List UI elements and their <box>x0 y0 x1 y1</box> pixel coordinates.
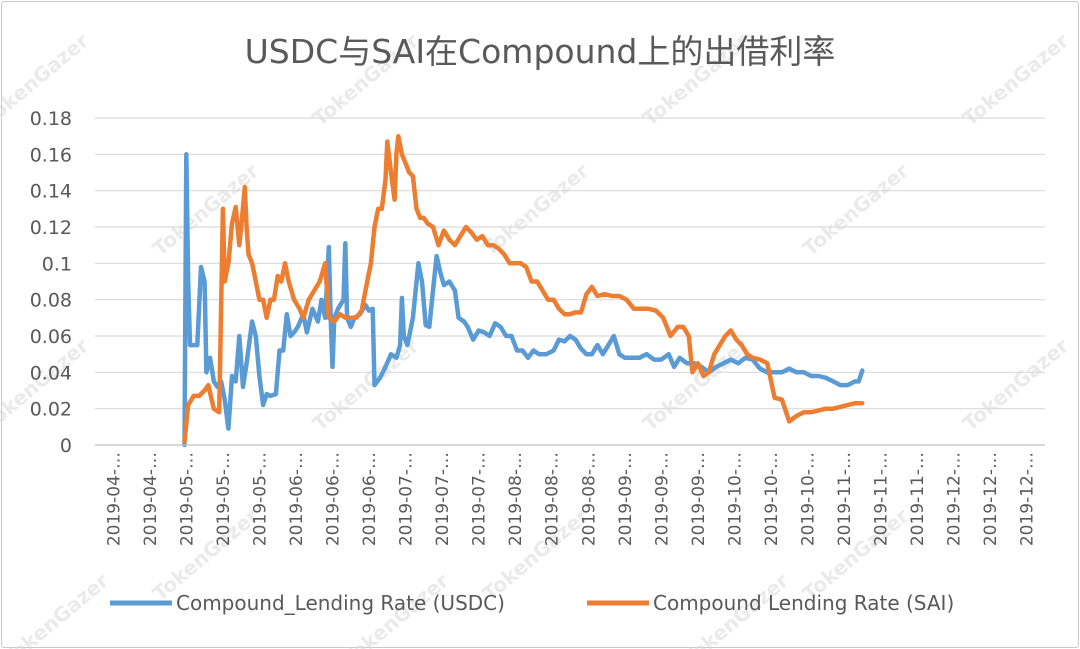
y-tick-label: 0.08 <box>30 290 72 312</box>
series-line-usdc <box>182 152 865 448</box>
watermark-text: TokenGazer <box>958 28 1073 130</box>
x-tick-label: 2019-06-… <box>360 452 380 546</box>
x-tick-label: 2019-05-… <box>177 452 197 546</box>
y-tick-label: 0.14 <box>30 181 72 203</box>
gridlines <box>95 117 1045 410</box>
x-tick-label: 2019-12-… <box>981 452 1001 546</box>
x-axis-ticks: 2019-04-… 2019-04-… 2019-05-… 2019-05-… 2019… <box>104 452 1037 546</box>
legend-label: Compound Lending Rate (SAI) <box>653 591 954 615</box>
x-tick-label: 2019-11-… <box>835 452 855 546</box>
y-tick-label: 0.02 <box>30 399 72 421</box>
x-tick-label: 2019-10-… <box>725 452 745 546</box>
y-tick-label: 0.16 <box>30 144 72 166</box>
legend: Compound_Lending Rate (USDC) Compound Len… <box>110 591 954 615</box>
series-layer <box>182 133 865 448</box>
y-tick-label: 0.18 <box>30 108 72 130</box>
series-line-sai <box>182 133 865 444</box>
x-tick-label: 2019-05-… <box>214 452 234 546</box>
x-tick-label: 2019-11-… <box>908 452 928 546</box>
x-tick-label: 2019-07-… <box>470 452 490 546</box>
x-tick-label: 2019-06-… <box>324 452 344 546</box>
watermark-text: TokenGazer <box>638 333 753 435</box>
watermark-text: TokenGazer <box>798 158 913 260</box>
y-tick-label: 0.1 <box>42 253 72 275</box>
x-tick-label: 2019-05-… <box>250 452 270 546</box>
y-tick-label: 0.06 <box>30 326 72 348</box>
x-tick-label: 2019-09-… <box>616 452 636 546</box>
watermark-text: TokenGazer <box>308 333 423 435</box>
x-tick-label: 2019-06-… <box>287 452 307 546</box>
y-tick-label: 0.04 <box>30 362 72 384</box>
x-tick-label: 2019-08-… <box>579 452 599 546</box>
x-tick-label: 2019-04-… <box>104 452 124 546</box>
x-tick-label: 2019-10-… <box>762 452 782 546</box>
watermark-text: TokenGazer <box>0 568 113 649</box>
chart-title: USDC与SAI在Compound上的出借利率 <box>245 32 836 71</box>
y-tick-label: 0.12 <box>30 217 72 239</box>
x-tick-label: 2019-08-… <box>543 452 563 546</box>
x-tick-label: 2019-09-… <box>689 452 709 546</box>
x-tick-label: 2019-04-… <box>141 452 161 546</box>
x-tick-label: 2019-09-… <box>652 452 672 546</box>
y-axis-ticks: 0 0.02 0.04 0.06 0.08 0.1 0.12 0.14 0.16 0.18 <box>30 108 72 457</box>
x-tick-label: 2019-12-… <box>945 452 965 546</box>
x-tick-label: 2019-11-… <box>872 452 892 546</box>
x-tick-label: 2019-07-… <box>433 452 453 546</box>
x-tick-label: 2019-10-… <box>799 452 819 546</box>
x-tick-label: 2019-07-… <box>397 452 417 546</box>
x-tick-label: 2019-12-… <box>1018 452 1038 546</box>
x-tick-label: 2019-08-… <box>506 452 526 546</box>
watermark-layer: TokenGazer TokenGazer TokenGazer TokenGazer… <box>0 28 1073 649</box>
watermark-text: TokenGazer <box>958 333 1073 435</box>
y-tick-label: 0 <box>60 435 72 457</box>
legend-label: Compound_Lending Rate (USDC) <box>176 591 505 615</box>
